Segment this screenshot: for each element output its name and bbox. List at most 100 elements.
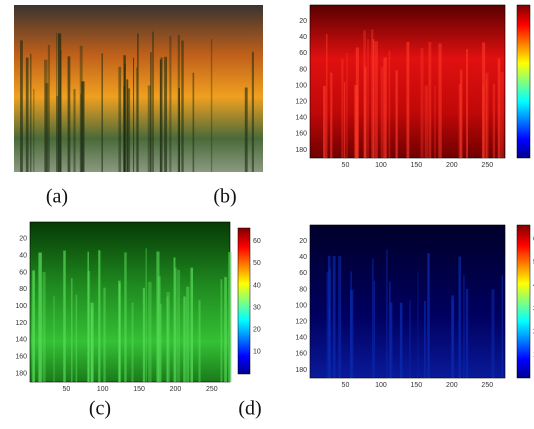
texture bbox=[143, 288, 145, 382]
texture bbox=[175, 268, 176, 382]
y-tick-label: 100 bbox=[295, 302, 307, 309]
y-tick-label: 40 bbox=[299, 254, 307, 261]
texture bbox=[102, 53, 103, 172]
colorbar bbox=[238, 228, 250, 374]
texture bbox=[438, 43, 441, 158]
texture bbox=[98, 250, 100, 382]
texture bbox=[38, 253, 41, 382]
texture bbox=[500, 72, 503, 158]
panel-label: (c) bbox=[89, 398, 111, 420]
figure: (a)(b)2040608010012014016018050100150200… bbox=[0, 0, 534, 429]
texture bbox=[60, 50, 61, 172]
y-tick-label: 100 bbox=[15, 303, 27, 310]
texture bbox=[81, 81, 84, 172]
texture bbox=[126, 79, 128, 172]
texture bbox=[68, 56, 71, 172]
texture bbox=[326, 34, 328, 158]
texture bbox=[434, 86, 435, 158]
texture bbox=[491, 289, 494, 378]
texture bbox=[363, 30, 366, 158]
texture bbox=[375, 41, 378, 158]
x-tick-label: 200 bbox=[446, 162, 458, 169]
y-tick-label: 120 bbox=[295, 98, 307, 105]
y-tick-label: 140 bbox=[15, 337, 27, 344]
texture bbox=[91, 309, 92, 382]
texture bbox=[137, 34, 139, 172]
texture bbox=[389, 282, 391, 378]
texture bbox=[183, 296, 186, 382]
texture bbox=[118, 67, 121, 172]
texture bbox=[152, 32, 154, 172]
texture bbox=[42, 272, 45, 382]
texture bbox=[146, 248, 147, 382]
x-tick-label: 150 bbox=[411, 382, 423, 389]
texture bbox=[367, 39, 368, 158]
x-tick-label: 100 bbox=[375, 382, 387, 389]
texture bbox=[193, 73, 195, 172]
colorbar bbox=[517, 5, 530, 158]
texture bbox=[466, 289, 468, 378]
colorbar bbox=[517, 225, 530, 378]
texture bbox=[458, 257, 460, 378]
texture bbox=[132, 303, 134, 382]
panel-label: (d) bbox=[238, 398, 261, 420]
x-tick-label: 250 bbox=[206, 386, 218, 393]
texture bbox=[333, 256, 336, 378]
y-tick-label: 80 bbox=[299, 66, 307, 73]
panel-label: (b) bbox=[213, 186, 236, 208]
photo bbox=[14, 5, 263, 172]
x-tick-label: 250 bbox=[481, 162, 493, 169]
texture bbox=[164, 57, 167, 172]
y-tick-label: 60 bbox=[299, 270, 307, 277]
x-tick-label: 50 bbox=[342, 162, 350, 169]
texture bbox=[373, 39, 375, 158]
texture bbox=[482, 85, 484, 158]
texture bbox=[54, 296, 55, 382]
y-tick-label: 160 bbox=[295, 131, 307, 138]
texture bbox=[372, 259, 374, 378]
y-tick-label: 180 bbox=[295, 367, 307, 374]
texture bbox=[428, 42, 431, 158]
texture bbox=[133, 58, 134, 172]
y-tick-label: 140 bbox=[295, 115, 307, 122]
texture bbox=[103, 288, 105, 382]
texture bbox=[424, 301, 426, 378]
texture bbox=[329, 268, 331, 378]
x-tick-label: 100 bbox=[97, 386, 109, 393]
texture bbox=[87, 252, 88, 382]
texture bbox=[400, 303, 403, 378]
colorbar-tick-label: 60 bbox=[253, 238, 261, 245]
y-tick-label: 80 bbox=[299, 286, 307, 293]
texture bbox=[148, 86, 151, 172]
texture bbox=[252, 52, 254, 172]
texture bbox=[245, 88, 248, 172]
y-tick-label: 40 bbox=[299, 34, 307, 41]
texture bbox=[26, 58, 29, 172]
texture bbox=[190, 268, 193, 382]
y-tick-label: 160 bbox=[15, 354, 27, 361]
y-tick-label: 120 bbox=[15, 320, 27, 327]
x-tick-label: 150 bbox=[133, 386, 145, 393]
y-tick-label: 40 bbox=[19, 253, 27, 260]
y-tick-label: 20 bbox=[299, 238, 307, 245]
x-tick-label: 100 bbox=[375, 162, 387, 169]
texture bbox=[350, 271, 352, 378]
colorbar-tick-label: 20 bbox=[253, 327, 261, 334]
texture bbox=[76, 295, 77, 382]
x-tick-label: 50 bbox=[342, 382, 350, 389]
texture bbox=[224, 277, 227, 382]
y-tick-label: 100 bbox=[295, 82, 307, 89]
x-tick-label: 200 bbox=[446, 382, 458, 389]
y-tick-label: 80 bbox=[19, 286, 27, 293]
texture bbox=[346, 53, 347, 158]
texture bbox=[160, 60, 161, 172]
texture bbox=[33, 89, 34, 172]
y-tick-label: 20 bbox=[19, 236, 27, 243]
texture bbox=[30, 54, 32, 172]
y-tick-label: 20 bbox=[299, 18, 307, 25]
texture bbox=[425, 86, 428, 158]
texture bbox=[388, 51, 390, 158]
texture bbox=[63, 251, 65, 382]
texture bbox=[460, 70, 463, 158]
colorbar-tick-label: 10 bbox=[253, 349, 261, 356]
